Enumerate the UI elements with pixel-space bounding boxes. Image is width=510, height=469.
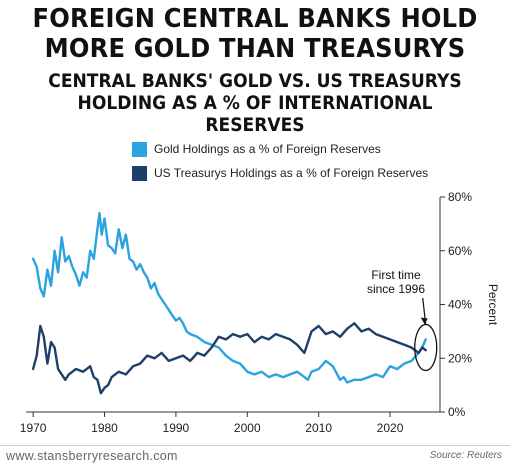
- x-tick-label: 2010: [305, 421, 332, 435]
- chart-subtitle: CENTRAL BANKS' GOLD VS. US TREASURYS HOL…: [26, 70, 485, 136]
- legend-item-gold: Gold Holdings as a % of Foreign Reserves: [132, 141, 428, 157]
- legend-label-gold: Gold Holdings as a % of Foreign Reserves: [154, 142, 381, 156]
- annotation-arrowhead: [420, 317, 428, 325]
- y-axis-label: Percent: [486, 284, 500, 326]
- x-tick-label: 2000: [234, 421, 261, 435]
- y-tick-label: 0%: [448, 405, 466, 419]
- y-tick-label: 60%: [448, 244, 472, 258]
- legend-label-treasury: US Treasurys Holdings as a % of Foreign …: [154, 166, 429, 180]
- x-tick-label: 2020: [377, 421, 404, 435]
- annotation-text-line: First time: [371, 268, 421, 282]
- footer-divider: [0, 445, 510, 446]
- chart-title-line-1: FOREIGN CENTRAL BANKS HOLD: [32, 4, 478, 34]
- x-tick-label: 1990: [163, 421, 190, 435]
- annotation-text-line: since 1996: [367, 282, 425, 296]
- footer-website: www.stansberryresearch.com: [6, 449, 178, 463]
- x-tick-label: 1970: [20, 421, 47, 435]
- chart-title: FOREIGN CENTRAL BANKS HOLD MORE GOLD THA…: [18, 4, 492, 64]
- chart-subtitle-line-2: HOLDING AS A % OF INTERNATIONAL RESERVES: [77, 92, 433, 136]
- legend-item-treasury: US Treasurys Holdings as a % of Foreign …: [132, 165, 428, 181]
- chart-title-line-2: MORE GOLD THAN TREASURYS: [44, 34, 466, 64]
- y-tick-label: 40%: [448, 298, 472, 312]
- legend-swatch-gold: [132, 141, 147, 157]
- annotation-circle: [414, 323, 438, 372]
- chart-legend: Gold Holdings as a % of Foreign Reserves…: [132, 141, 428, 189]
- x-tick-label: 1980: [91, 421, 118, 435]
- series-line-treasury: [31, 322, 427, 395]
- y-tick-label: 80%: [448, 190, 472, 204]
- footer-source: Source: Reuters: [429, 450, 502, 461]
- y-tick-label: 20%: [448, 351, 472, 365]
- legend-swatch-treasury: [132, 165, 147, 181]
- chart-subtitle-line-1: CENTRAL BANKS' GOLD VS. US TREASURYS: [48, 70, 462, 92]
- series-line-gold: [31, 211, 427, 384]
